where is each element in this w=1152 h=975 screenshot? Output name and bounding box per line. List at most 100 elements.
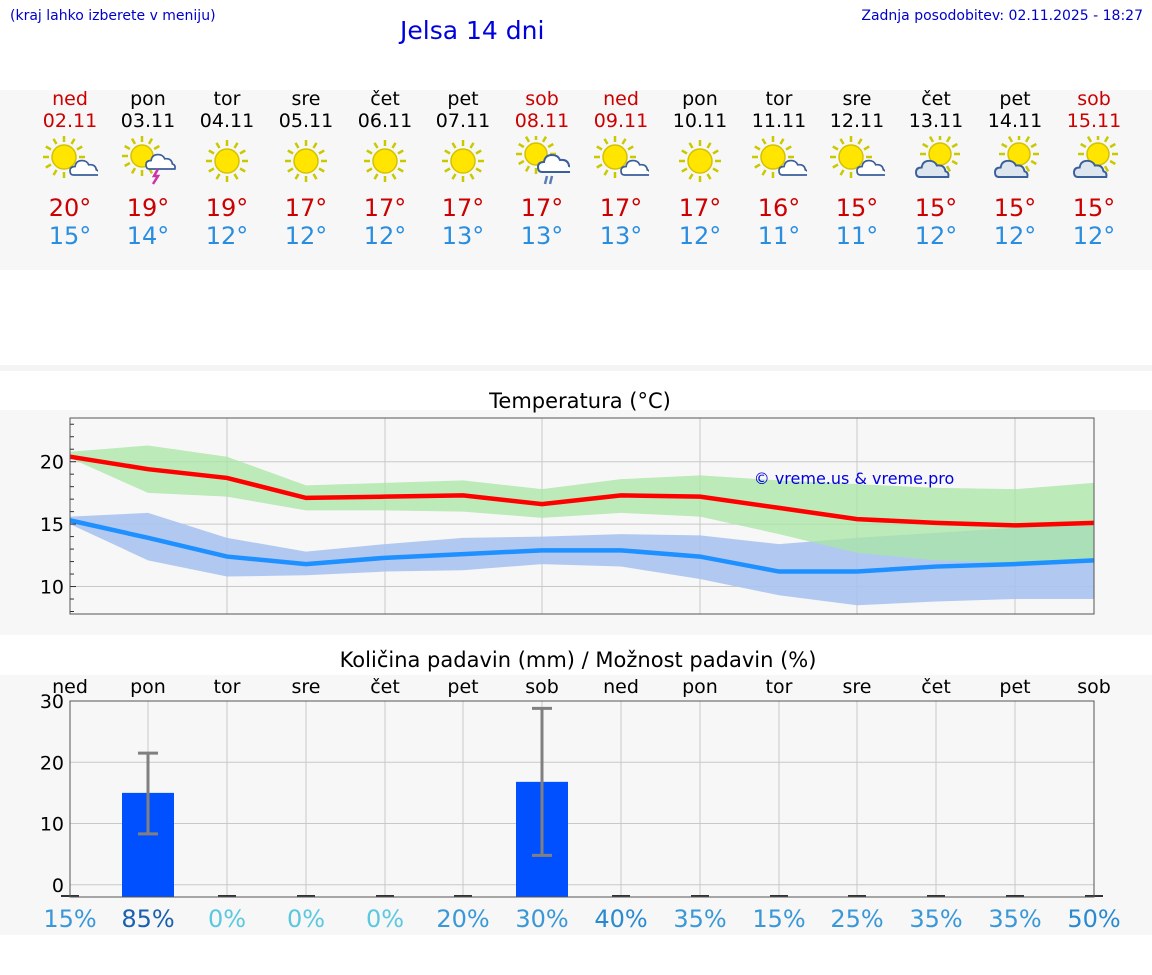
day-date: 15.11 [1066,110,1122,132]
cloud-sun-icon [915,136,960,178]
day-date: 03.11 [120,110,176,132]
day-forecast: pet 07.11 17° 13° [423,88,503,250]
sun-icon [679,140,721,182]
plot-frame [69,700,1095,898]
temp-max: 16° [757,194,801,222]
day-name: tor [765,88,793,110]
temp-min: 15° [48,222,92,250]
x-category-label: pet [999,676,1030,698]
max-temp-band [70,445,1094,563]
day-forecast: čet 13.11 15° 12° [896,88,976,250]
chart-title: Količina padavin (mm) / Možnost padavin … [340,648,817,672]
temp-max: 17° [520,194,564,222]
day-date: 10.11 [672,110,728,132]
precip-chance-label: 15% [752,905,805,933]
y-tick-label: 10 [40,814,64,836]
temp-min: 12° [993,222,1037,250]
y-tick-label: 20 [40,752,64,774]
day-forecast: čet 06.11 17° 12° [345,88,425,250]
temp-min: 12° [678,222,722,250]
day-date: 13.11 [908,110,964,132]
temp-min: 12° [363,222,407,250]
temp-min: 11° [835,222,879,250]
precip-chance-label: 35% [673,905,726,933]
precip-chance-label: 35% [988,905,1041,933]
day-name: sob [1077,88,1111,110]
day-date: 06.11 [357,110,413,132]
separator [0,365,1152,371]
y-tick-label: 20 [40,452,64,474]
day-name: ned [603,88,639,110]
x-category-label: tor [766,676,793,698]
precip-chance-label: 85% [121,905,174,933]
day-name: tor [213,88,241,110]
day-name: pon [130,88,166,110]
sun-cloud-icon [830,136,885,178]
temp-max: 15° [1072,194,1116,222]
temp-min: 12° [284,222,328,250]
x-category-label: pon [130,676,166,698]
day-date: 04.11 [199,110,255,132]
day-forecast: pet 14.11 15° 12° [975,88,1055,250]
error-bar [532,706,552,857]
sun-icon [364,140,406,182]
sun-icon [206,140,248,182]
temp-max: 17° [441,194,485,222]
day-forecast: sob 15.11 15° 12° [1054,88,1134,250]
temp-max: 19° [205,194,249,222]
precip-chance-label: 0% [287,905,325,933]
day-date: 14.11 [987,110,1043,132]
x-category-label: čet [370,676,400,698]
sun-cloud-icon [43,136,98,178]
y-tick-label: 15 [40,514,64,536]
day-date: 02.11 [42,110,98,132]
day-date: 08.11 [514,110,570,132]
forecast-band [0,90,1152,270]
temp-min: 13° [441,222,485,250]
day-name: čet [921,88,951,110]
precip-chance-label: 30% [515,905,568,933]
temp-min: 13° [520,222,564,250]
day-name: pet [447,88,479,110]
min-temp-line [69,518,1095,574]
day-name: pon [682,88,718,110]
last-updated: Zadnja posodobitev: 02.11.2025 - 18:27 [861,8,1143,24]
day-date: 11.11 [751,110,807,132]
day-name: sre [842,88,872,110]
precip-chance-label: 40% [594,905,647,933]
chart-title: Temperatura (°C) [488,389,671,413]
day-name: čet [370,88,400,110]
temp-min: 11° [757,222,801,250]
x-category-label: čet [921,676,951,698]
menu-hint: (kraj lahko izberete v meniju) [10,8,216,24]
x-category-label: ned [52,676,88,698]
day-name: sob [525,88,559,110]
day-forecast: sre 05.11 17° 12° [266,88,346,250]
watermark: © vreme.us & vreme.pro [754,469,955,488]
precip-chance-label: 50% [1067,905,1120,933]
temp-max: 15° [914,194,958,222]
y-tick-label: 30 [40,691,64,713]
day-name: ned [52,88,88,110]
sun-cloud-thunder-icon [122,136,176,185]
temp-max: 17° [284,194,328,222]
sun-icon [442,140,484,182]
temp-min: 12° [1072,222,1116,250]
day-forecast: sre 12.11 15° 11° [817,88,897,250]
sun-cloud-rain-icon [516,136,570,185]
temp-min: 12° [205,222,249,250]
day-forecast: ned 09.11 17° 13° [581,88,661,250]
x-category-label: sob [1077,676,1111,698]
temp-min: 13° [599,222,643,250]
day-date: 07.11 [435,110,491,132]
error-bar [138,751,158,836]
temp-max: 17° [599,194,643,222]
precip-chance-label: 0% [208,905,246,933]
day-date: 05.11 [278,110,334,132]
plot-frame [69,417,1095,615]
precip-chance-label: 0% [366,905,404,933]
x-category-label: sob [525,676,559,698]
temp-min: 14° [126,222,170,250]
precipitation-chart: 0 10 20 30 Količina padavin (mm) / Možnost p… [40,648,1121,933]
x-category-label: sre [292,676,321,698]
